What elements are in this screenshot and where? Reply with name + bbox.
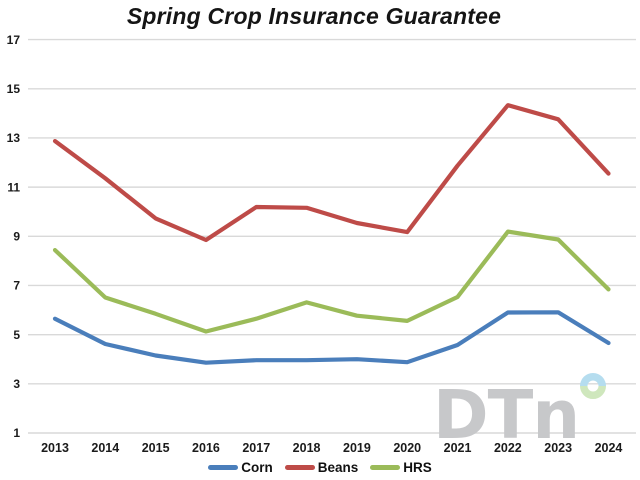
x-tick-label: 2022 (494, 441, 522, 455)
legend-swatch-icon (370, 465, 401, 470)
x-tick-label: 2020 (393, 441, 421, 455)
x-tick-label: 2014 (91, 441, 119, 455)
x-tick-label: 2024 (595, 441, 623, 455)
y-tick-label: 5 (13, 328, 20, 342)
y-tick-label: 13 (7, 131, 21, 145)
series-line-hrs (52, 229, 611, 334)
y-tick-label: 1 (13, 426, 20, 440)
y-tick-label: 3 (13, 377, 20, 391)
legend-item-beans: Beans (284, 460, 359, 475)
legend-item-corn: Corn (208, 460, 273, 475)
legend-label: Corn (241, 460, 273, 475)
y-tick-label: 9 (13, 230, 20, 244)
chart-title: Spring Crop Insurance Guarantee (126, 3, 502, 29)
legend-swatch-icon (284, 465, 315, 470)
y-tick-label: 7 (13, 279, 20, 293)
dtn-ring-bottom-icon (580, 385, 606, 399)
dtn-watermark-text: DTn (433, 376, 579, 454)
legend-label: Beans (317, 460, 359, 475)
x-tick-label: 2013 (41, 441, 69, 455)
x-tick-label: 2016 (192, 441, 220, 455)
x-tick-label: 2017 (242, 441, 270, 455)
x-tick-label: 2015 (142, 441, 170, 455)
x-tick-label: 2021 (444, 441, 472, 455)
legend-swatch-icon (208, 465, 239, 470)
x-tick-label: 2019 (343, 441, 371, 455)
y-tick-label: 11 (7, 180, 20, 194)
y-tick-label: 17 (7, 33, 21, 47)
y-tick-label: 15 (7, 82, 21, 96)
dtn-watermark-logo: DTn (433, 373, 606, 454)
chart-legend: Corn Beans HRS (0, 460, 640, 475)
series-line-corn (52, 310, 611, 365)
series-line-beans (52, 103, 611, 243)
legend-item-hrs: HRS (370, 460, 432, 475)
x-tick-label: 2018 (293, 441, 321, 455)
legend-label: HRS (403, 460, 432, 475)
x-tick-label: 2023 (544, 441, 572, 455)
dtn-ring-top-icon (580, 373, 606, 387)
